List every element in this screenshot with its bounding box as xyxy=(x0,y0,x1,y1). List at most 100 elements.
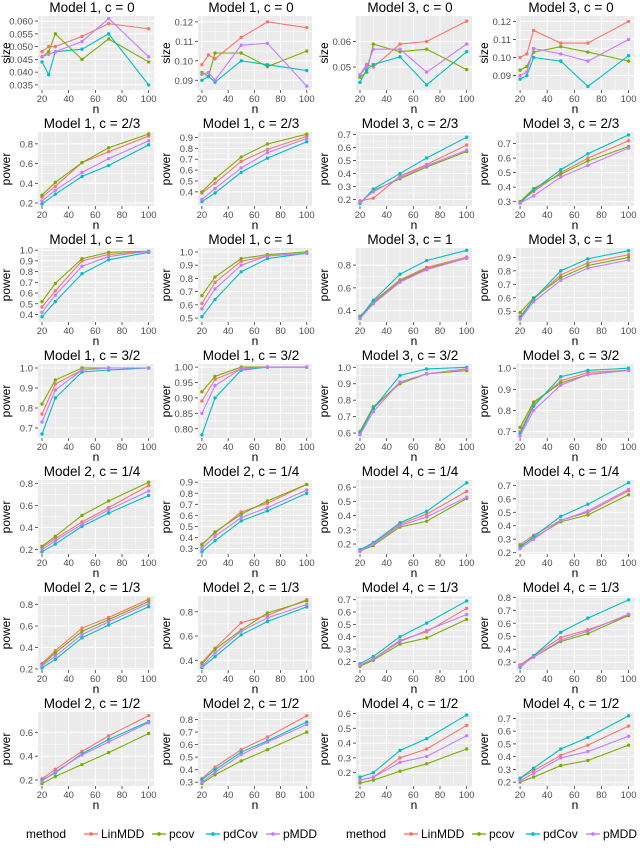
x-axis-label: n xyxy=(411,334,418,348)
data-point-pmdd xyxy=(626,146,631,150)
data-point-pmdd xyxy=(213,534,217,539)
data-point-linmdd xyxy=(559,41,563,45)
data-point-pmdd xyxy=(518,664,522,668)
y-tick-label: 0.6 xyxy=(338,143,351,154)
chart-title: Model 2, c = 1/3 xyxy=(44,580,140,595)
x-axis-label: n xyxy=(93,450,100,464)
data-point-linmdd xyxy=(239,35,243,40)
data-point-pcov xyxy=(46,50,51,54)
y-tick-label: 0.5 xyxy=(20,299,33,310)
x-axis-label: n xyxy=(572,218,579,232)
chart-panel: Model 4, c = 1/3 0.3 0.4 0.5 0.6 0.7 0.8 20 40 60… xyxy=(477,580,637,696)
x-axis-label: n xyxy=(252,682,259,696)
data-point-pcov xyxy=(626,493,631,497)
y-tick-label: 0.7 xyxy=(498,606,511,617)
chart-title: Model 1, c = 3/2 xyxy=(203,348,299,363)
x-tick-label: 60 xyxy=(249,210,260,221)
data-point-pdcov xyxy=(146,493,151,498)
data-point-linmdd xyxy=(531,768,536,773)
x-axis-label: n xyxy=(572,566,579,580)
x-tick-label: 100 xyxy=(299,674,315,685)
x-axis-label: n xyxy=(411,102,418,116)
data-point-pdcov xyxy=(106,511,111,515)
data-point-pcov xyxy=(106,37,111,41)
x-tick-label: 80 xyxy=(596,210,607,221)
data-point-pcov xyxy=(559,172,563,176)
data-point-pmdd xyxy=(53,654,58,658)
x-tick-label: 40 xyxy=(542,674,553,685)
chart-title: Model 2, c = 1/2 xyxy=(44,696,140,711)
data-point-linmdd xyxy=(265,735,270,739)
data-point-pmdd xyxy=(213,287,217,291)
y-tick-label: 0.90 xyxy=(175,393,194,404)
data-point-pmdd xyxy=(518,73,522,78)
y-axis-label: power xyxy=(0,733,13,766)
x-axis-label: n xyxy=(93,682,100,696)
data-point-pmdd xyxy=(265,150,270,155)
y-tick-label: 0.8 xyxy=(498,593,511,604)
data-point-pmdd xyxy=(464,367,469,371)
x-tick-label: 20 xyxy=(37,442,48,453)
data-point-pdcov xyxy=(398,272,402,276)
data-point-pmdd xyxy=(305,251,309,255)
y-tick-label: 0.09 xyxy=(493,71,512,82)
data-point-linmdd xyxy=(398,42,402,46)
data-point-pmdd xyxy=(626,612,631,616)
y-tick-label: 0.4 xyxy=(20,752,33,763)
x-tick-label: 100 xyxy=(459,790,475,801)
x-tick-label: 60 xyxy=(90,210,101,221)
data-point-pcov xyxy=(213,773,217,777)
y-axis-label: power xyxy=(317,269,331,302)
data-point-linmdd xyxy=(265,147,270,152)
data-point-pmdd xyxy=(398,523,402,528)
data-point-linmdd xyxy=(424,39,429,44)
data-point-pmdd xyxy=(146,249,151,253)
data-point-pcov xyxy=(424,47,429,51)
data-point-pmdd xyxy=(305,722,309,727)
y-tick-label: 0.6 xyxy=(498,727,511,738)
x-tick-label: 80 xyxy=(596,674,607,685)
data-point-pcov xyxy=(358,781,362,785)
y-tick-label: 0.3 xyxy=(498,658,511,669)
data-point-pcov xyxy=(53,180,58,185)
data-point-pdcov xyxy=(213,539,217,543)
data-point-pdcov xyxy=(371,406,376,411)
data-point-pdcov xyxy=(464,713,469,717)
data-point-pmdd xyxy=(40,547,44,552)
y-tick-label: 0.6 xyxy=(498,154,511,165)
x-tick-label: 60 xyxy=(249,674,260,685)
data-point-pmdd xyxy=(586,59,590,63)
data-point-pdcov xyxy=(146,83,151,87)
data-point-pcov xyxy=(200,390,204,394)
plot-panel xyxy=(198,132,312,206)
data-point-pdcov xyxy=(200,433,204,437)
y-tick-label: 0.4 xyxy=(20,179,33,190)
x-tick-label: 20 xyxy=(197,326,208,337)
data-point-pdcov xyxy=(559,59,563,63)
data-point-pmdd xyxy=(40,55,44,59)
x-tick-label: 20 xyxy=(355,94,366,105)
y-tick-label: 0.9 xyxy=(20,384,33,395)
data-point-pmdd xyxy=(200,72,204,77)
data-point-pmdd xyxy=(46,52,51,56)
plot-panel xyxy=(516,132,634,206)
y-axis-label: power xyxy=(159,385,173,418)
y-axis-label: power xyxy=(317,153,331,186)
data-point-pmdd xyxy=(265,365,270,369)
data-point-pcov xyxy=(53,534,58,539)
chart-title: Model 4, c = 1/3 xyxy=(523,580,619,595)
x-tick-label: 80 xyxy=(435,94,446,105)
y-tick-label: 0.3 xyxy=(180,778,193,789)
data-point-pcov xyxy=(371,778,376,782)
data-point-pdcov xyxy=(464,248,469,252)
data-point-linmdd xyxy=(80,749,84,754)
data-point-pmdd xyxy=(80,170,84,175)
y-tick-label: 0.7 xyxy=(20,278,33,289)
data-point-pcov xyxy=(424,762,429,766)
data-point-pdcov xyxy=(239,519,243,523)
data-point-pcov xyxy=(239,155,243,159)
data-point-linmdd xyxy=(525,52,529,56)
y-tick-label: 0.4 xyxy=(338,169,351,180)
